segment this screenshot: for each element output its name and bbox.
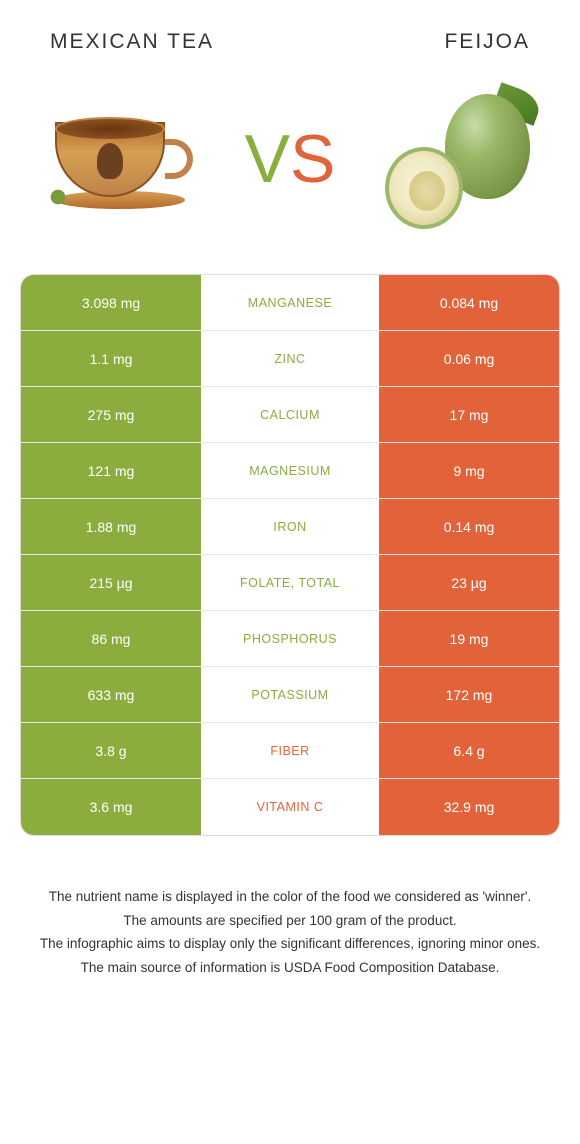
nutrient-label: Vitamin C [201,779,379,835]
right-value: 172 mg [379,667,559,722]
nutrient-label: Magnesium [201,443,379,498]
tea-cup-icon [55,109,185,209]
table-row: 215 µgFolate, total23 µg [21,555,559,611]
right-food-title: Feijoa [444,30,530,54]
right-value: 0.14 mg [379,499,559,554]
table-row: 1.88 mgIron0.14 mg [21,499,559,555]
table-row: 3.6 mgVitamin C32.9 mg [21,779,559,835]
vs-row: VS [0,74,580,274]
right-value: 0.06 mg [379,331,559,386]
table-row: 86 mgPhosphorus19 mg [21,611,559,667]
left-value: 1.88 mg [21,499,201,554]
nutrient-label: Phosphorus [201,611,379,666]
header: Mexican tea Feijoa [0,0,580,74]
table-row: 275 mgCalcium17 mg [21,387,559,443]
right-value: 6.4 g [379,723,559,778]
right-value: 9 mg [379,443,559,498]
footnote-line: The main source of information is USDA F… [20,957,560,979]
left-value: 3.8 g [21,723,201,778]
footnote-line: The infographic aims to display only the… [20,933,560,955]
left-value: 1.1 mg [21,331,201,386]
nutrient-label: Fiber [201,723,379,778]
vs-label: VS [245,125,336,193]
table-row: 3.098 mgManganese0.084 mg [21,275,559,331]
left-value: 86 mg [21,611,201,666]
left-value: 215 µg [21,555,201,610]
right-value: 23 µg [379,555,559,610]
right-value: 0.084 mg [379,275,559,330]
table-row: 121 mgMagnesium9 mg [21,443,559,499]
nutrient-label: Calcium [201,387,379,442]
left-food-title: Mexican tea [50,30,214,54]
vs-s: S [290,121,335,197]
nutrient-table: 3.098 mgManganese0.084 mg1.1 mgZinc0.06 … [20,274,560,836]
table-row: 3.8 gFiber6.4 g [21,723,559,779]
left-value: 3.6 mg [21,779,201,835]
left-value: 633 mg [21,667,201,722]
right-food-image [380,79,540,239]
table-row: 633 mgPotassium172 mg [21,667,559,723]
nutrient-label: Potassium [201,667,379,722]
left-value: 275 mg [21,387,201,442]
nutrient-label: Iron [201,499,379,554]
nutrient-label: Manganese [201,275,379,330]
table-row: 1.1 mgZinc0.06 mg [21,331,559,387]
left-value: 3.098 mg [21,275,201,330]
left-value: 121 mg [21,443,201,498]
nutrient-label: Zinc [201,331,379,386]
footnotes: The nutrient name is displayed in the co… [0,836,580,978]
left-food-image [40,79,200,239]
feijoa-icon [385,89,535,229]
vs-v: V [245,121,290,197]
footnote-line: The nutrient name is displayed in the co… [20,886,560,908]
right-value: 19 mg [379,611,559,666]
right-value: 17 mg [379,387,559,442]
right-value: 32.9 mg [379,779,559,835]
nutrient-label: Folate, total [201,555,379,610]
footnote-line: The amounts are specified per 100 gram o… [20,910,560,932]
